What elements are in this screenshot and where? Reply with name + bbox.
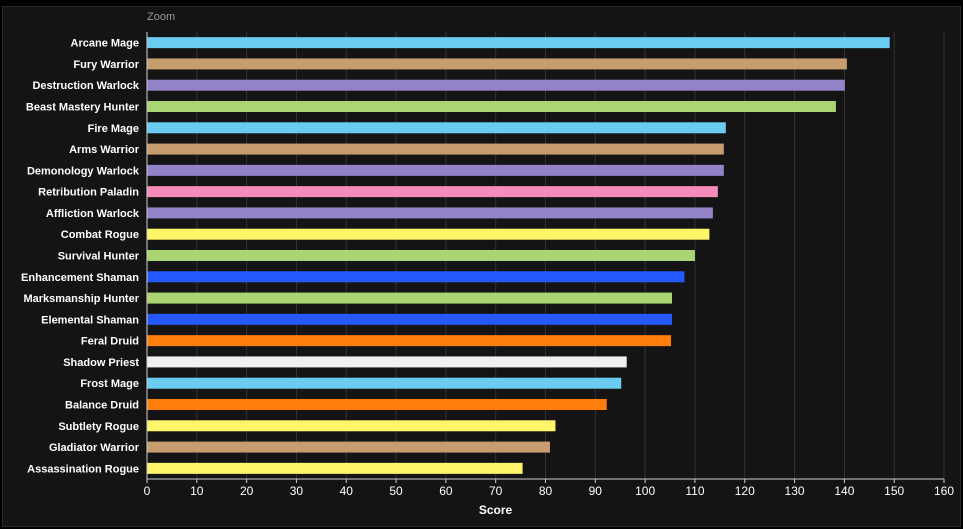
x-tick-label: 70 [489,484,503,498]
x-axis-title: Score [479,503,513,517]
x-tick-label: 100 [635,484,655,498]
category-label: Arcane Mage [71,38,139,50]
x-tick-label: 90 [589,484,603,498]
bar[interactable] [147,356,627,368]
x-tick-label: 20 [240,484,254,498]
category-label: Balance Druid [65,400,139,412]
bar[interactable] [147,271,685,283]
category-labels: Arcane Mage Fury Warrior Destruction Warlo… [21,38,140,476]
x-tick-label: 50 [389,484,403,498]
bar[interactable] [147,420,556,432]
bar[interactable] [147,228,710,240]
bar[interactable] [147,313,673,325]
chart-frame [2,6,961,527]
category-label: Affliction Warlock [46,208,140,220]
bar[interactable] [147,462,523,474]
bar[interactable] [147,101,836,112]
category-label: Fury Warrior [73,59,139,71]
x-tick-label: 130 [785,484,805,498]
bar[interactable] [147,250,695,261]
category-label: Elemental Shaman [41,314,139,326]
category-label: Beast Mastery Hunter [26,102,140,114]
category-label: Destruction Warlock [32,80,139,92]
bar[interactable] [147,377,622,389]
bar[interactable] [147,58,847,70]
bar[interactable] [147,37,890,49]
bar[interactable] [147,335,672,347]
bar[interactable] [147,399,607,410]
category-label: Enhancement Shaman [21,272,139,284]
x-tick-label: 80 [539,484,553,498]
bar[interactable] [147,79,845,91]
x-tick-label: 140 [834,484,854,498]
category-label: Arms Warrior [69,144,140,156]
category-label: Shadow Priest [63,357,139,369]
bar[interactable] [147,164,724,176]
x-tick-label: 0 [144,484,151,498]
category-label: Feral Druid [81,336,139,348]
x-tick-label: 150 [884,484,904,498]
x-tick-label: 60 [439,484,453,498]
bar[interactable] [147,441,550,453]
category-label: Assassination Rogue [27,463,139,475]
bar[interactable] [147,186,718,198]
bar[interactable] [147,207,713,219]
zoom-button[interactable]: Zoom [147,11,176,23]
bars [147,37,890,474]
x-tick-label: 10 [190,484,204,498]
category-label: Survival Hunter [58,251,140,263]
category-label: Frost Mage [80,378,139,390]
category-label: Gladiator Warrior [49,442,140,454]
x-tick-label: 110 [685,484,704,498]
category-label: Marksmanship Hunter [23,293,139,305]
x-tick-labels: 0 10 20 30 40 50 60 70 80 90 100 110 120 130 140 150 160 [144,484,955,498]
x-tick-label: 120 [735,484,755,498]
category-label: Subtlety Rogue [58,421,139,433]
category-label: Retribution Paladin [38,187,139,199]
bar[interactable] [147,292,673,304]
category-label: Demonology Warlock [27,165,140,177]
x-tick-label: 30 [290,484,304,498]
category-label: Combat Rogue [61,229,139,241]
x-tick-label: 160 [934,484,954,498]
bar[interactable] [147,122,726,134]
bar[interactable] [147,143,724,155]
category-label: Fire Mage [88,123,139,135]
x-tick-label: 40 [340,484,354,498]
